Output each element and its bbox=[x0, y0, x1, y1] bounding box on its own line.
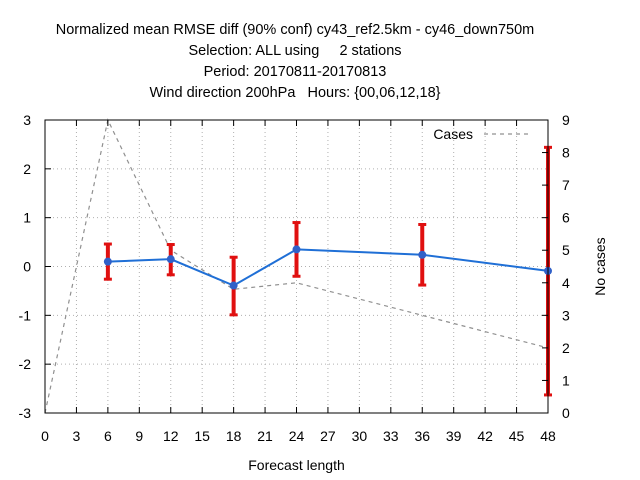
x-tick-label: 12 bbox=[163, 428, 179, 444]
y2-tick-label: 7 bbox=[562, 177, 570, 193]
x-tick-label: 21 bbox=[257, 428, 273, 444]
y2-axis-label: No cases bbox=[592, 237, 608, 295]
data-point bbox=[103, 257, 112, 266]
y2-tick-label: 5 bbox=[562, 242, 570, 258]
y-tick-label: 2 bbox=[23, 161, 31, 177]
y-tick-label: 0 bbox=[23, 259, 31, 275]
x-tick-label: 30 bbox=[352, 428, 368, 444]
y2-tick-label: 1 bbox=[562, 372, 570, 388]
series-line bbox=[107, 248, 549, 287]
x-tick-label: 6 bbox=[104, 428, 112, 444]
axis-ticks: 0 3 6 9 12 15 18 21 24 27 30 33 36 39 42 45 48-3-2-10123… bbox=[19, 112, 570, 444]
y2-tick-label: 2 bbox=[562, 340, 570, 356]
x-tick-label: 33 bbox=[383, 428, 399, 444]
x-tick-label: 39 bbox=[446, 428, 462, 444]
legend-label-cases: Cases bbox=[433, 126, 473, 142]
title-line-2: Selection: ALL using 2 stations bbox=[188, 43, 402, 59]
y-tick-label: -3 bbox=[19, 405, 32, 421]
x-tick-label: 24 bbox=[289, 428, 305, 444]
chart-title: Normalized mean RMSE diff (90% conf) cy4… bbox=[0, 20, 590, 104]
x-tick-label: 27 bbox=[320, 428, 336, 444]
x-tick-label: 45 bbox=[509, 428, 525, 444]
x-tick-label: 3 bbox=[73, 428, 81, 444]
title-line-3: Period: 20170811-20170813 bbox=[203, 64, 387, 80]
x-tick-label: 48 bbox=[540, 428, 556, 444]
x-tick-label: 9 bbox=[135, 428, 143, 444]
title-line-1: Normalized mean RMSE diff (90% conf) cy4… bbox=[55, 22, 535, 38]
y2-tick-label: 0 bbox=[562, 405, 570, 421]
grid bbox=[45, 120, 548, 413]
y-tick-label: 1 bbox=[23, 210, 31, 226]
x-tick-label: 15 bbox=[194, 428, 210, 444]
data-point bbox=[229, 281, 238, 290]
data-point bbox=[166, 255, 175, 264]
y2-tick-label: 6 bbox=[562, 210, 570, 226]
x-axis-label: Forecast length bbox=[248, 457, 345, 473]
legend: Cases bbox=[433, 126, 530, 142]
data-point bbox=[292, 245, 301, 254]
x-tick-label: 18 bbox=[226, 428, 242, 444]
y2-tick-label: 8 bbox=[562, 145, 570, 161]
y2-tick-label: 3 bbox=[562, 307, 570, 323]
x-tick-label: 42 bbox=[477, 428, 493, 444]
x-tick-label: 36 bbox=[414, 428, 430, 444]
y-tick-label: -2 bbox=[19, 356, 32, 372]
title-line-4: Wind direction 200hPa Hours: {00,06,12,1… bbox=[149, 85, 441, 101]
y2-tick-label: 4 bbox=[562, 275, 570, 291]
y-tick-label: 3 bbox=[23, 112, 31, 128]
y-tick-label: -1 bbox=[19, 307, 32, 323]
data-point bbox=[418, 250, 427, 259]
y2-tick-label: 9 bbox=[562, 112, 570, 128]
x-tick-label: 0 bbox=[41, 428, 49, 444]
